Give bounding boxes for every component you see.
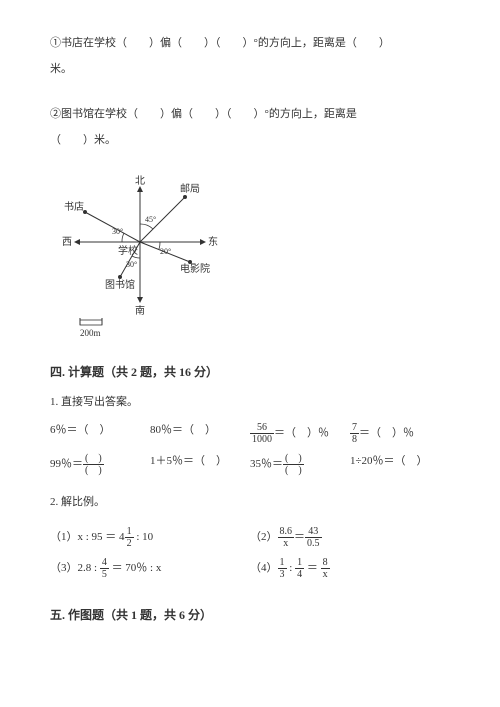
- sub-1-title: 1. 直接写出答案。: [50, 394, 450, 412]
- p2: （2）8.6x＝430.5: [250, 526, 450, 549]
- question-1: ①书店在学校（ ）偏（ ）（ ）°的方向上，距离是（ ） 米。: [50, 30, 450, 83]
- label-bookstore: 书店: [64, 200, 84, 213]
- compass-diagram: 北 南 东 西 邮局 书店 学校 图书馆 电影院 45° 30° 20° 30°…: [50, 172, 450, 344]
- calc-row-2: 99％＝( )( ) 1＋5％＝（ ） 35％＝( )( ) 1÷20％＝（ ）: [50, 453, 450, 476]
- p4: （4）13 : 14 ＝ 8x: [250, 557, 450, 580]
- ratio-row-1: （1）x : 95 ＝ 412 : 10 （2）8.6x＝430.5: [50, 526, 450, 549]
- sub-2-title: 2. 解比例。: [50, 494, 450, 512]
- label-school: 学校: [118, 244, 138, 257]
- question-2: ②图书馆在学校（ ）偏（ ）（ ）°的方向上，距离是 （ ）米。: [50, 101, 450, 154]
- section-5-header: 五. 作图题（共 1 题，共 6 分）: [50, 606, 450, 625]
- r1c2: 80％＝（ ）: [150, 422, 250, 445]
- angle-20: 20°: [160, 247, 171, 256]
- q2-line2: （ ）米。: [50, 127, 450, 153]
- p1: （1）x : 95 ＝ 412 : 10: [50, 526, 250, 549]
- ratio-row-2: （3）2.8 : 45 ＝ 70％ : x （4）13 : 14 ＝ 8x: [50, 557, 450, 580]
- label-cinema: 电影院: [180, 262, 210, 275]
- r2c4: 1÷20％＝（ ）: [350, 453, 450, 476]
- label-postoffice: 邮局: [180, 182, 200, 195]
- q1-line2: 米。: [50, 56, 450, 82]
- label-north: 北: [135, 175, 145, 187]
- r1c4: 78＝（ ）％: [350, 422, 450, 445]
- q1-line1: ①书店在学校（ ）偏（ ）（ ）°的方向上，距离是（ ）: [50, 30, 450, 56]
- r1c1: 6％＝（ ）: [50, 422, 150, 445]
- angle-45: 45°: [145, 215, 156, 224]
- label-library: 图书馆: [105, 278, 135, 291]
- r2c3: 35％＝( )( ): [250, 453, 350, 476]
- r2c1: 99％＝( )( ): [50, 453, 150, 476]
- r1c3: 561000＝（ ）％: [250, 422, 350, 445]
- angle-30b: 30°: [126, 260, 137, 269]
- scale-label: 200m: [80, 328, 101, 337]
- q2-line1: ②图书馆在学校（ ）偏（ ）（ ）°的方向上，距离是: [50, 101, 450, 127]
- label-south: 南: [135, 304, 145, 317]
- label-east: 东: [208, 235, 218, 248]
- calc-row-1: 6％＝（ ） 80％＝（ ） 561000＝（ ）％ 78＝（ ）％: [50, 422, 450, 445]
- p3: （3）2.8 : 45 ＝ 70％ : x: [50, 557, 250, 580]
- r2c2: 1＋5％＝（ ）: [150, 453, 250, 476]
- angle-30: 30°: [112, 227, 123, 236]
- section-4-header: 四. 计算题（共 2 题，共 16 分）: [50, 363, 450, 382]
- label-west: 西: [62, 237, 72, 248]
